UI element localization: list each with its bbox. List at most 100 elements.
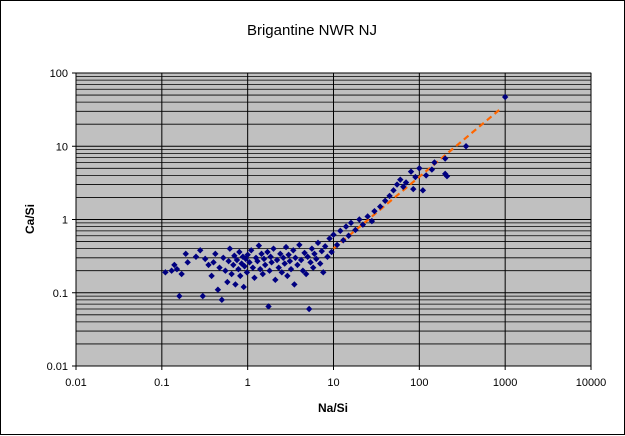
data-point: [182, 250, 189, 258]
data-point: [317, 260, 324, 267]
data-point: [220, 254, 227, 262]
x-tick-label: 10: [327, 377, 339, 389]
data-point: [359, 221, 367, 228]
data-point: [347, 219, 355, 227]
data-point: [273, 256, 281, 264]
data-point: [397, 176, 404, 183]
data-point: [428, 166, 436, 173]
data-point: [230, 261, 237, 269]
data-point: [345, 232, 352, 239]
data-point: [410, 185, 417, 193]
data-point: [214, 286, 222, 293]
data-point: [302, 270, 310, 278]
data-point: [244, 251, 251, 258]
trendline: [332, 107, 502, 250]
data-point: [292, 254, 299, 262]
data-point: [309, 264, 317, 271]
data-point: [246, 259, 253, 266]
data-point: [205, 261, 212, 269]
data-point: [407, 168, 415, 175]
x-axis-title: Na/Si: [318, 401, 348, 415]
data-point: [184, 259, 191, 266]
data-point: [501, 93, 509, 101]
data-point: [278, 269, 286, 276]
data-point: [290, 247, 297, 254]
data-point: [371, 207, 378, 215]
data-point: [235, 265, 242, 273]
y-tick-label: 0.01: [47, 361, 68, 373]
data-point: [259, 270, 266, 278]
data-point: [201, 255, 209, 263]
data-point: [402, 179, 410, 186]
data-point: [222, 267, 229, 274]
data-point: [340, 237, 347, 244]
data-point: [281, 260, 288, 267]
data-point: [381, 197, 389, 205]
data-point: [197, 247, 204, 254]
data-point: [280, 254, 287, 262]
data-point: [301, 249, 308, 257]
data-point: [199, 292, 206, 300]
data-point: [226, 245, 234, 252]
data-point: [282, 243, 290, 251]
data-point: [225, 257, 232, 265]
data-point: [264, 248, 271, 256]
data-point: [368, 217, 376, 225]
data-point: [176, 292, 183, 300]
data-point: [324, 253, 331, 260]
tick-labels: 0.01 0.1 1 10 100 1000 10000 0.01 0.1 1 10 100: [47, 68, 607, 389]
x-tick-label: 100: [410, 377, 428, 389]
data-point: [422, 172, 430, 179]
data-point: [314, 239, 322, 247]
data-point: [342, 223, 350, 230]
data-point: [294, 261, 301, 269]
y-tick-label: 10: [56, 141, 68, 153]
data-point: [277, 250, 284, 258]
data-point: [313, 255, 320, 263]
data-point: [216, 264, 223, 271]
data-point: [443, 173, 451, 180]
data-point: [210, 259, 217, 266]
y-axis-title: Ca/Si: [23, 204, 37, 234]
data-point: [243, 269, 251, 276]
data-point: [326, 235, 333, 242]
data-point: [441, 155, 449, 162]
data-point: [386, 192, 393, 200]
data-point: [304, 253, 311, 260]
y-tick-label: 1: [62, 215, 68, 227]
data-point: [393, 181, 401, 188]
data-point: [260, 255, 268, 263]
data-point: [258, 250, 265, 258]
data-point: [212, 250, 219, 258]
data-point: [228, 270, 235, 278]
data-point: [236, 248, 243, 256]
data-point: [240, 283, 247, 291]
data-point: [328, 248, 335, 256]
data-point: [462, 143, 470, 150]
data-point: [218, 296, 226, 304]
data-point: [272, 276, 279, 284]
data-point: [224, 278, 231, 286]
data-point: [352, 226, 359, 234]
data-point: [307, 259, 314, 266]
data-point: [308, 245, 316, 252]
data-point: [257, 265, 264, 273]
data-point: [431, 159, 438, 166]
data-point: [412, 173, 419, 181]
data-point: [238, 260, 245, 267]
data-point: [320, 269, 327, 276]
x-tick-label: 0.1: [154, 377, 169, 389]
data-point: [173, 265, 181, 273]
data-point: [233, 256, 241, 264]
data-point: [249, 264, 257, 271]
data-point: [416, 165, 423, 172]
data-point: [171, 261, 178, 269]
data-point: [364, 213, 371, 220]
data-point: [261, 261, 269, 269]
data-point: [192, 253, 200, 260]
data-point: [248, 247, 255, 254]
data-point: [285, 251, 292, 258]
data-point: [268, 259, 275, 266]
chart-title: Brigantine NWR NJ: [247, 22, 377, 39]
